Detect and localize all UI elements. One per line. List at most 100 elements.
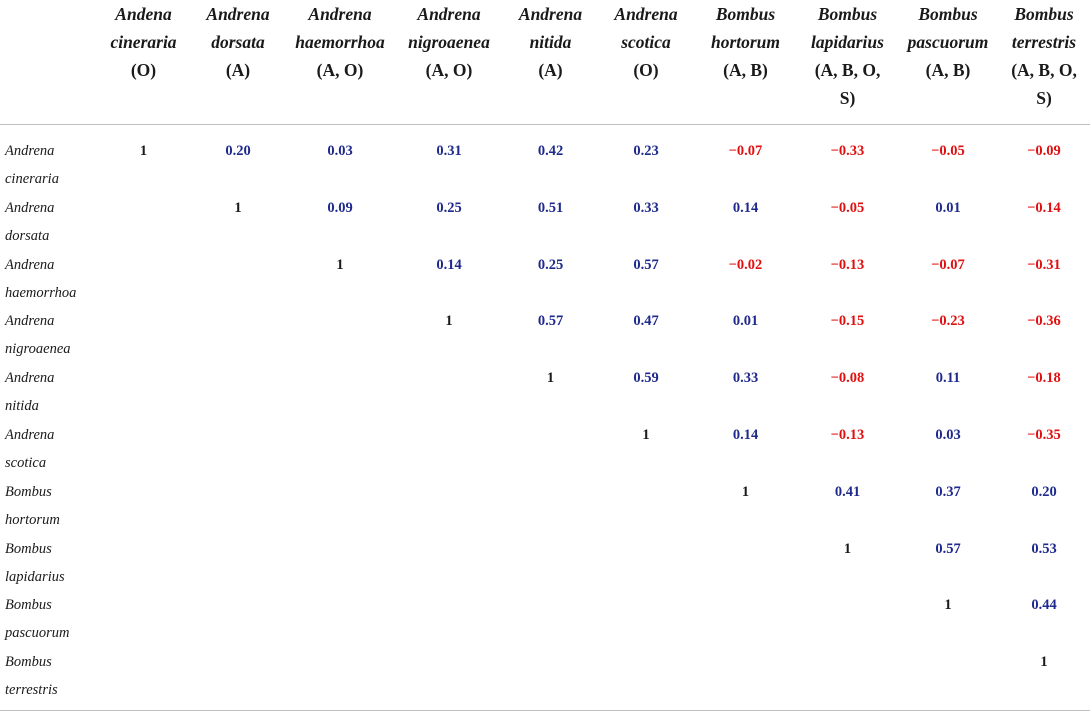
correlation-cell: 0.33	[633, 199, 659, 216]
correlation-cell: −0.31	[1027, 256, 1061, 273]
correlation-cell: 0.20	[225, 143, 251, 159]
row-genus: Bombus	[5, 540, 52, 557]
correlation-cell	[694, 591, 797, 648]
row-header: Bombus pascuorum	[0, 591, 96, 648]
correlation-cell: 1	[445, 313, 453, 330]
correlation-cell	[395, 648, 503, 705]
correlation-cell	[898, 648, 998, 705]
correlation-cell	[395, 421, 503, 478]
correlation-cell	[598, 591, 694, 648]
row-genus: Andrena	[5, 199, 55, 216]
table-row: Andrena scotica 1 0.14 −0.13 0.03 −0.35	[0, 421, 1090, 478]
table-row: Bombus lapidarius 1 0.57 0.53	[0, 535, 1090, 592]
correlation-cell: −0.07	[728, 143, 763, 159]
correlation-cell	[503, 648, 598, 705]
row-genus: Andrena	[5, 143, 55, 159]
column-codes: (O)	[633, 60, 659, 80]
correlation-cell: 0.51	[537, 199, 564, 216]
row-header: Bombus lapidarius	[0, 535, 96, 592]
column-genus: Andrena	[308, 4, 372, 24]
correlation-cell: 1	[843, 540, 852, 557]
correlation-cell	[96, 364, 191, 421]
column-species: pascuorum	[907, 32, 989, 52]
row-header: Andrena haemorrhoa	[0, 251, 96, 308]
correlation-cell: 0.42	[537, 143, 564, 159]
correlation-cell: −0.07	[931, 256, 965, 273]
row-header: Bombus hortorum	[0, 478, 96, 535]
row-header: Andrena nitida	[0, 364, 96, 421]
column-codes: (A)	[225, 60, 251, 80]
correlation-cell	[96, 421, 191, 478]
correlation-cell	[191, 535, 285, 592]
correlation-cell	[598, 648, 694, 705]
column-header: Andrena nigroaenea (A, O)	[395, 0, 503, 125]
row-genus: Andrena	[5, 256, 55, 273]
row-header: Andrena scotica	[0, 421, 96, 478]
row-species: pascuorum	[5, 625, 70, 642]
correlation-cell	[191, 478, 285, 535]
column-header: Andena cineraria (O)	[96, 0, 191, 125]
column-genus: Bombus	[918, 4, 978, 24]
correlation-cell	[395, 535, 503, 592]
row-species: hortorum	[5, 511, 60, 528]
correlation-cell	[694, 535, 797, 592]
correlation-cell: 0.57	[633, 256, 659, 273]
correlation-cell	[191, 251, 285, 308]
correlation-cell: 0.57	[537, 313, 564, 330]
column-codes: (A, O)	[425, 60, 473, 80]
correlation-cell: 0.03	[327, 143, 353, 159]
correlation-cell: 0.47	[633, 313, 659, 330]
correlation-cell	[395, 478, 503, 535]
correlation-cell	[285, 591, 395, 648]
column-genus: Andrena	[518, 4, 583, 24]
correlation-cell	[96, 194, 191, 251]
correlation-cell	[96, 307, 191, 364]
correlation-cell: −0.23	[931, 313, 965, 330]
table-row: Bombus pascuorum 1 0.44	[0, 591, 1090, 648]
correlation-cell: −0.09	[1027, 143, 1061, 159]
correlation-cell	[96, 535, 191, 592]
correlation-cell: −0.05	[931, 143, 965, 159]
correlation-cell: 0.57	[935, 540, 961, 557]
correlation-cell	[191, 648, 285, 705]
correlation-cell	[191, 364, 285, 421]
correlation-cell	[503, 591, 598, 648]
correlation-cell: 0.14	[732, 199, 759, 216]
correlation-cell: −0.13	[830, 256, 865, 273]
correlation-cell: 0.59	[633, 370, 659, 387]
correlation-cell: 1	[944, 597, 952, 614]
correlation-cell	[285, 648, 395, 705]
table-row: Bombus terrestris 1	[0, 648, 1090, 705]
row-species: haemorrhoa	[5, 284, 77, 301]
column-genus: Andrena	[417, 4, 481, 24]
correlation-cell: 0.25	[537, 256, 564, 273]
correlation-cell	[96, 591, 191, 648]
correlation-cell: −0.13	[830, 426, 865, 443]
correlation-cell	[191, 421, 285, 478]
column-header: Bombus lapidarius (A, B, O, S)	[797, 0, 898, 125]
column-species: nigroaenea	[408, 32, 490, 52]
correlation-cell	[285, 364, 395, 421]
correlation-cell	[598, 478, 694, 535]
row-genus: Bombus	[5, 654, 52, 671]
correlation-cell: −0.36	[1027, 313, 1061, 330]
column-codes: (A, B, O,	[814, 60, 881, 80]
row-species: nitida	[5, 398, 39, 415]
correlation-cell: 0.53	[1031, 540, 1057, 557]
correlation-cell	[96, 648, 191, 705]
row-header: Bombus terrestris	[0, 648, 96, 705]
bottom-rule	[0, 710, 1090, 711]
column-codes: (A, B, O,	[1011, 60, 1077, 80]
correlation-cell	[503, 478, 598, 535]
header-row: Andena cineraria (O) Andrena dorsata (A) And…	[0, 0, 1090, 125]
row-species: dorsata	[5, 227, 50, 244]
correlation-cell: 0.25	[436, 199, 462, 216]
correlation-cell: 1	[741, 483, 750, 500]
correlation-cell: 0.20	[1031, 483, 1057, 500]
column-header: Andrena scotica (O)	[598, 0, 694, 125]
correlation-cell: −0.08	[830, 370, 865, 387]
row-species: scotica	[5, 454, 47, 471]
correlation-cell: 0.44	[1031, 597, 1057, 614]
correlation-cell: −0.02	[728, 256, 763, 273]
